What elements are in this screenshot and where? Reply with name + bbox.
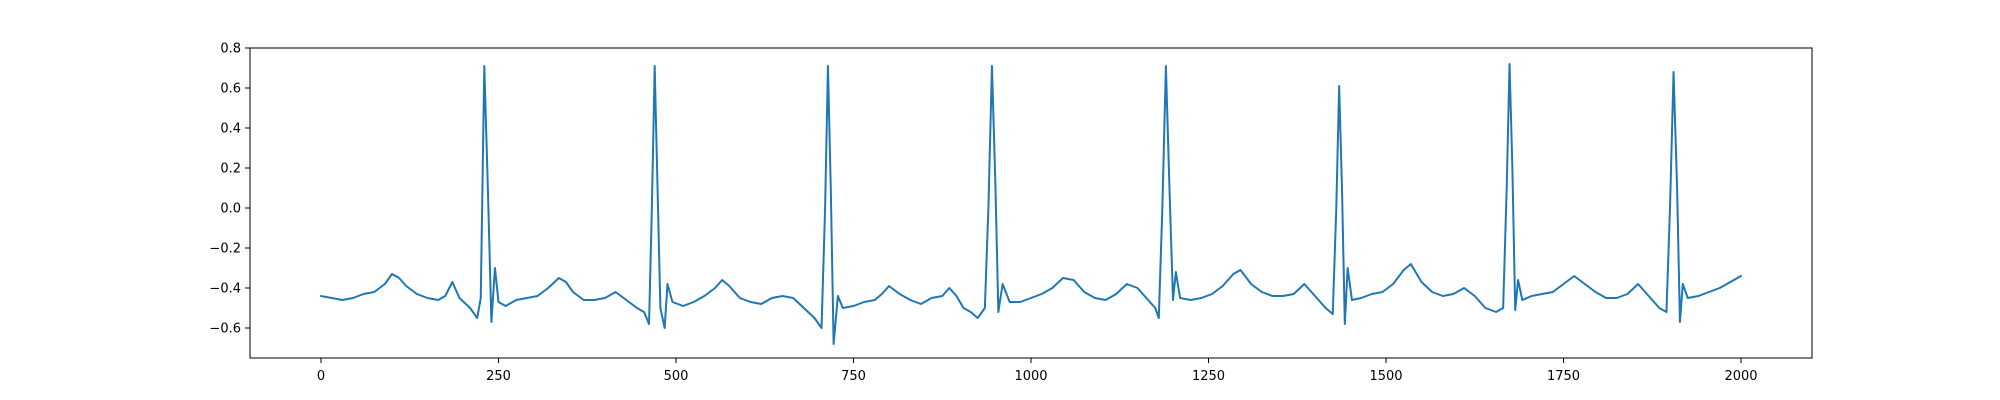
y-tick-label: 0.0 xyxy=(220,202,241,217)
series-group xyxy=(320,63,1742,345)
y-tick-label: −0.6 xyxy=(209,322,241,337)
y-tick-label: 0.6 xyxy=(220,82,241,97)
y-axis-ticks: −0.6 −0.4 −0.2 0.0 0.2 0.4 0.6 0.8 xyxy=(209,42,250,337)
x-tick-label: 500 xyxy=(664,369,689,384)
x-tick-label: 1750 xyxy=(1547,369,1580,384)
y-tick-label: −0.2 xyxy=(209,242,241,257)
y-tick-label: −0.4 xyxy=(209,282,241,297)
y-tick-label: 0.4 xyxy=(220,122,241,137)
x-tick-label: 1000 xyxy=(1014,369,1047,384)
x-tick-label: 750 xyxy=(841,369,866,384)
x-axis-ticks: 0 250 500 750 1000 1250 1500 1750 2000 xyxy=(317,358,1758,384)
x-tick-label: 0 xyxy=(317,369,325,384)
x-tick-label: 1250 xyxy=(1192,369,1225,384)
x-tick-label: 1500 xyxy=(1369,369,1402,384)
y-tick-label: 0.8 xyxy=(220,42,241,57)
y-tick-label: 0.2 xyxy=(220,162,241,177)
x-tick-label: 2000 xyxy=(1724,369,1757,384)
plot-frame xyxy=(249,47,1813,359)
series-line-0 xyxy=(320,63,1742,345)
x-tick-label: 250 xyxy=(486,369,511,384)
